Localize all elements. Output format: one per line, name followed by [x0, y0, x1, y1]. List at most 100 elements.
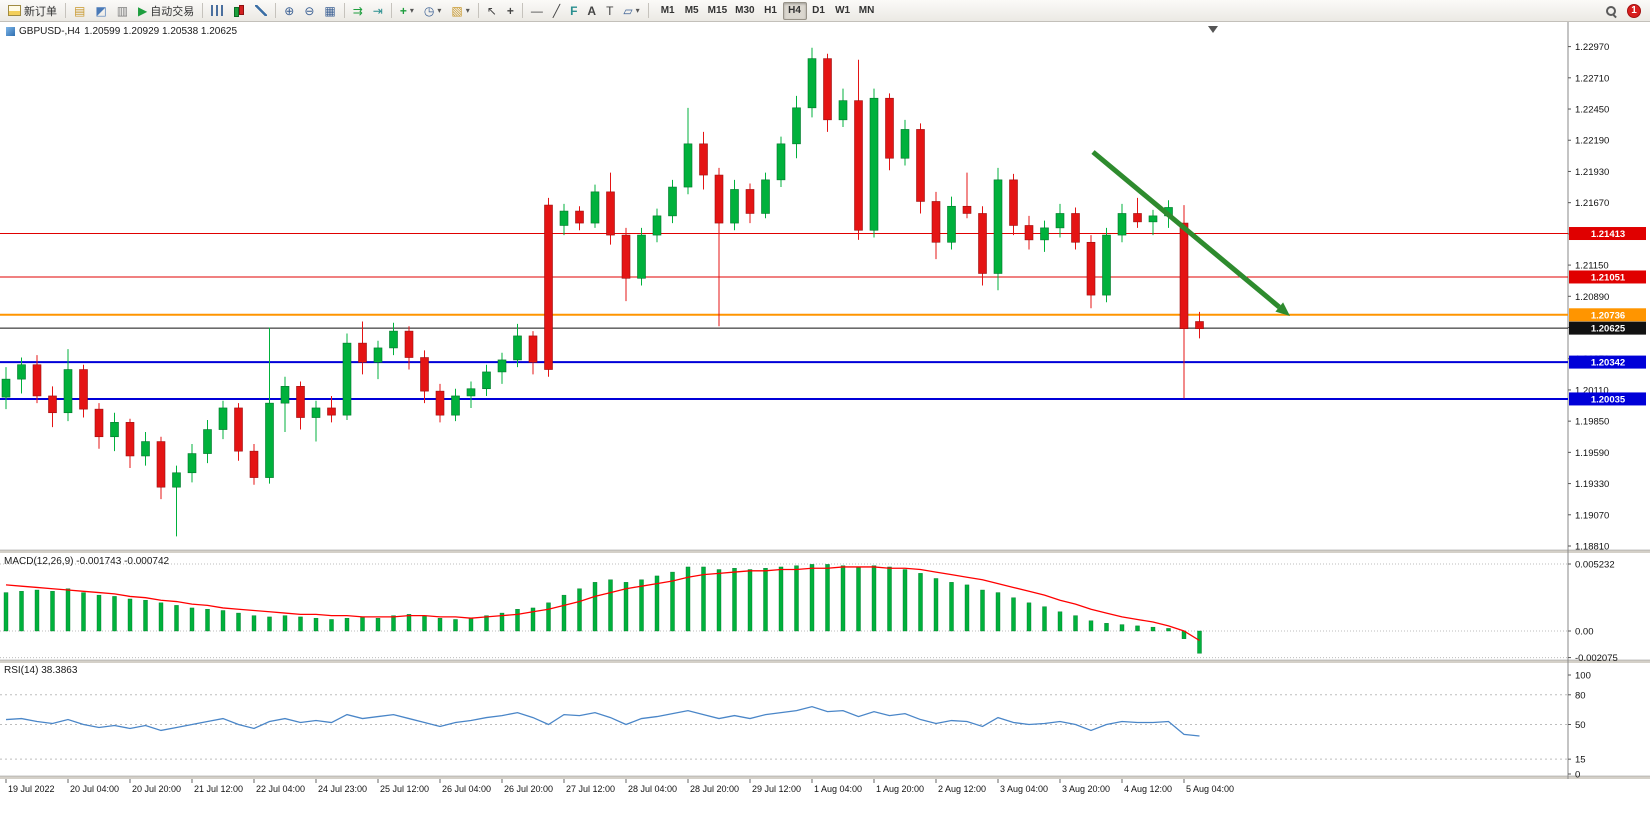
candle-body — [993, 179, 1003, 274]
macd-bar — [1135, 625, 1140, 632]
shapes-button[interactable]: ▱ ▾ — [618, 2, 644, 20]
time-label: 4 Aug 12:00 — [1124, 784, 1172, 794]
price-tick-label: 1.22710 — [1575, 73, 1609, 84]
candle-body — [48, 395, 57, 414]
text-button[interactable]: A — [582, 2, 601, 20]
macd-bar — [608, 579, 613, 632]
macd-bar — [422, 615, 427, 632]
crosshair-icon: + — [506, 3, 514, 18]
fibonacci-icon: F — [570, 3, 578, 18]
candle-body — [218, 407, 228, 430]
hline-button[interactable]: — — [526, 2, 548, 20]
macd-bar — [158, 602, 164, 632]
candle-body — [761, 179, 770, 214]
macd-bar — [127, 598, 133, 632]
chevron-down-icon: ▾ — [409, 5, 414, 15]
candle-body — [435, 390, 445, 416]
timeframe-h1-button[interactable]: H1 — [764, 5, 777, 16]
timeframe-group: M1 M5 M15 M30 H1 H4 D1 W1 MN — [656, 1, 879, 20]
trend-arrow[interactable] — [1091, 150, 1281, 309]
candle-body — [296, 386, 305, 418]
candlestick-icon — [233, 5, 245, 17]
rsi-label-text: RSI(14) 38.3863 — [4, 665, 78, 676]
timeframe-m30-button[interactable]: M30 — [735, 5, 755, 16]
market-watch-button[interactable]: ▤ — [69, 2, 90, 20]
candle-body — [916, 129, 925, 202]
price-badge — [1569, 270, 1646, 284]
zoom-in-button[interactable]: ⊕ — [279, 2, 299, 20]
rsi-axis-label: 50 — [1575, 720, 1586, 731]
macd-bar — [1026, 602, 1032, 632]
time-label: 21 Jul 12:00 — [194, 784, 243, 794]
new-order-button[interactable]: 新订单 — [3, 2, 62, 20]
price-tick-label: 1.19590 — [1575, 448, 1609, 459]
macd-bar — [282, 615, 288, 632]
tile-windows-button[interactable]: ▦ — [319, 2, 340, 20]
crosshair-button[interactable]: + — [502, 2, 519, 20]
cursor-button[interactable]: ↖ — [482, 2, 502, 20]
timeframe-w1-button[interactable]: W1 — [835, 5, 851, 16]
macd-bar — [701, 566, 706, 632]
macd-bar — [205, 609, 210, 632]
macd-bar — [1150, 626, 1156, 632]
toolbar-separator — [343, 3, 345, 18]
time-label: 25 Jul 12:00 — [380, 784, 429, 794]
timeframe-d1-button[interactable]: D1 — [812, 5, 825, 16]
trendline-button[interactable]: ╱ — [548, 2, 565, 20]
autotrading-button[interactable]: ▶ 自动交易 — [133, 2, 199, 20]
macd-bar — [437, 617, 443, 632]
templates-button[interactable]: ▧ ▾ — [446, 2, 474, 20]
chart-shift-button[interactable]: ⇥ — [368, 2, 388, 20]
timeframe-m5-button[interactable]: M5 — [684, 5, 699, 16]
tile-windows-icon: ▦ — [324, 3, 336, 18]
candle-body — [528, 335, 538, 363]
rsi-panel-separator[interactable] — [0, 660, 1650, 663]
terminal-button[interactable]: ▥ — [112, 2, 133, 20]
macd-bar — [763, 568, 768, 632]
timeframe-m1-button[interactable]: M1 — [660, 5, 675, 16]
candle-body — [94, 408, 104, 438]
chevron-down-icon: ▾ — [465, 5, 470, 15]
trendline-icon: ╱ — [552, 3, 561, 18]
fibonacci-button[interactable]: F — [565, 2, 582, 20]
macd-bar — [716, 569, 722, 632]
indicators-button[interactable]: + ▾ — [395, 2, 419, 20]
notification-badge[interactable]: 1 — [1627, 3, 1641, 18]
time-label: 3 Aug 20:00 — [1062, 784, 1110, 794]
price-tick-label: 1.21930 — [1575, 167, 1609, 178]
candle-body — [962, 205, 972, 214]
timeframe-mn-button[interactable]: MN — [858, 5, 875, 16]
timeframe-h4-button[interactable]: H4 — [782, 1, 807, 20]
navigator-button[interactable]: ◩ — [90, 2, 111, 20]
new-order-icon — [8, 5, 21, 16]
price-badge-label: 1.20625 — [1591, 324, 1626, 335]
macd-bar — [732, 568, 737, 632]
macd-bar — [809, 564, 815, 632]
candle-body — [854, 100, 863, 231]
rsi-axis-label: 100 — [1575, 671, 1591, 682]
time-label: 26 Jul 20:00 — [504, 784, 553, 794]
macd-panel-separator[interactable] — [0, 550, 1650, 553]
symbol-ohlc-label: GBPUSD-,H4 1.20599 1.20929 1.20538 1.206… — [6, 26, 237, 37]
macd-axis-label: 0.00 — [1575, 627, 1594, 638]
candle-body — [1071, 213, 1080, 243]
search-button[interactable] — [1600, 2, 1622, 20]
candlestick-button[interactable] — [228, 2, 250, 20]
scroll-position-marker[interactable] — [1208, 26, 1218, 33]
line-chart-button[interactable] — [250, 2, 272, 20]
auto-scroll-button[interactable]: ⇉ — [348, 2, 368, 20]
time-axis-separator[interactable] — [0, 776, 1650, 779]
toolbar: 新订单 ▤ ◩ ▥ ▶ 自动交易 ⊕ ⊖ ▦ ⇉ ⇥ + ▾ ◷ ▾ ▧ ▾ ↖ + … — [0, 0, 1650, 22]
bar-chart-button[interactable] — [206, 2, 228, 20]
timeframe-m15-button[interactable]: M15 — [707, 5, 728, 16]
macd-bar — [499, 612, 505, 632]
text-label-button[interactable]: T — [601, 2, 618, 20]
candle-body — [513, 335, 522, 361]
candle-body — [451, 395, 460, 416]
macd-bar — [50, 591, 55, 632]
candle-body — [745, 189, 755, 214]
periods-button[interactable]: ◷ ▾ — [419, 2, 447, 20]
zoom-out-button[interactable]: ⊖ — [299, 2, 319, 20]
candle-body — [1117, 213, 1127, 236]
